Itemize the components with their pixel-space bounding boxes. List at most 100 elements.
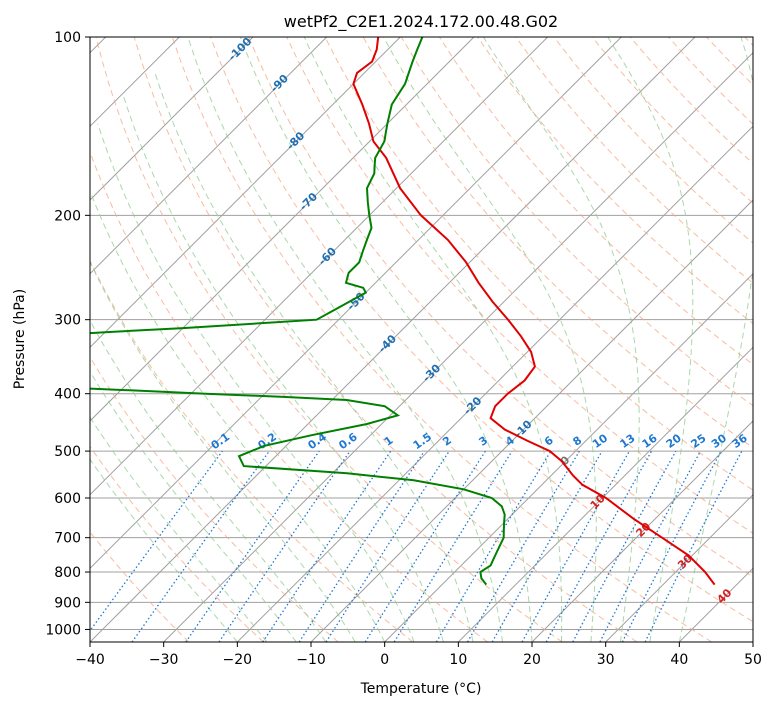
dry-adiabat — [515, 37, 753, 284]
x-axis-title: Temperature (°C) — [360, 681, 482, 697]
x-tick-label: −20 — [223, 652, 253, 668]
mixing-ratio-line — [466, 450, 580, 642]
x-tick-label: −30 — [149, 652, 179, 668]
mixing-ratio-line — [262, 450, 392, 642]
mixing-ratio-line — [572, 450, 677, 642]
plot-frame — [89, 36, 754, 643]
moist-adiabat — [607, 37, 694, 642]
moist-adiabat — [90, 260, 356, 642]
isotherm-line — [605, 493, 753, 642]
isotherm-line — [90, 37, 549, 496]
moist-adiabat — [383, 37, 597, 642]
y-tick-label: 500 — [54, 444, 81, 460]
mixing-ratio-line — [393, 450, 513, 642]
y-tick-label: 200 — [54, 208, 81, 224]
isotherm-line — [163, 51, 753, 642]
dry-adiabat — [90, 531, 190, 642]
moist-adiabat — [90, 416, 268, 642]
x-tick-label: −10 — [296, 652, 326, 668]
isotherm-label: -80 — [284, 129, 307, 152]
mixing-ratio-label: 25 — [688, 432, 708, 451]
y-tick-label: 900 — [54, 595, 81, 611]
mixing-ratio-line — [545, 450, 653, 642]
temperature-profile — [352, 37, 716, 586]
mixing-ratio-line — [364, 450, 486, 642]
mixing-ratio-label: 13 — [617, 432, 637, 451]
mixing-ratio-line — [131, 450, 270, 642]
mixing-ratio-line — [644, 450, 743, 642]
y-tick-label: 100 — [54, 30, 81, 46]
x-tick-label: 0 — [380, 652, 389, 668]
isotherm-line — [236, 125, 753, 642]
moist-adiabat — [90, 189, 386, 642]
isotherm-line — [310, 199, 753, 642]
isotherm-label: -20 — [461, 394, 484, 417]
mixing-ratio-label: 6 — [542, 434, 556, 449]
x-tick-label: 30 — [597, 652, 615, 668]
y-axis-title: Pressure (hPa) — [12, 289, 28, 389]
isotherm-line — [90, 37, 401, 349]
dry-adiabat — [133, 37, 638, 642]
y-tick-label: 800 — [54, 565, 81, 581]
y-tick-label: 1000 — [45, 622, 81, 638]
isotherm-line — [531, 420, 753, 642]
moist-adiabat — [122, 94, 445, 642]
mixing-ratio-line — [599, 450, 702, 642]
mixing-ratio-label: 8 — [571, 434, 585, 449]
dry-adiabat — [90, 259, 414, 642]
isotherm-line — [90, 37, 475, 422]
dry-adiabat — [286, 37, 753, 534]
mixing-ratio-line — [90, 450, 223, 632]
moist-adiabat — [154, 72, 474, 642]
mixing-ratio-line — [185, 450, 320, 642]
dry-adiabat — [171, 37, 712, 642]
moist-adiabat — [303, 37, 563, 642]
mixing-ratio-line — [521, 450, 631, 642]
y-tick-label: 700 — [54, 531, 81, 547]
dry-adiabat — [324, 37, 753, 491]
x-tick-label: 50 — [744, 652, 762, 668]
dry-adiabat — [744, 37, 753, 47]
mixing-ratio-label: 20 — [664, 431, 684, 451]
mixing-ratio-label: 0.1 — [209, 430, 232, 452]
mixing-ratio-line — [218, 450, 351, 642]
moist-adiabat — [187, 37, 503, 642]
x-tick-label: 10 — [449, 652, 467, 668]
chart-title: wetPf2_C2E1.2024.172.00.48.G02 — [284, 12, 558, 32]
mixing-ratio-line — [325, 450, 450, 642]
moist-adiabat — [482, 37, 640, 642]
dry-adiabat — [553, 37, 753, 244]
dry-adiabat — [95, 37, 563, 642]
dry-adiabat — [90, 356, 339, 642]
isotherm-label: -60 — [316, 245, 339, 268]
moist-adiabat — [90, 370, 297, 642]
dry-adiabat — [210, 37, 753, 623]
dry-adiabat — [668, 37, 753, 125]
isotherm-line — [90, 37, 328, 275]
mixing-ratio-label: 1 — [382, 434, 396, 449]
dry-adiabat — [90, 445, 264, 642]
x-tick-label: 20 — [523, 652, 541, 668]
plot-area: 0.1 0.2 0.4 0.6 1 1.5 2 3 4 6 8 10 13 16 20 25 30 36-100-… — [90, 37, 753, 642]
x-tick-label: −40 — [75, 652, 105, 668]
mixing-ratio-label: 3 — [477, 434, 491, 449]
isotherm-line — [752, 641, 753, 642]
x-tick-label: 40 — [670, 652, 688, 668]
isotherm-line — [90, 37, 696, 642]
y-tick-label: 400 — [54, 387, 81, 403]
moist-adiabat — [239, 37, 533, 642]
mixing-ratio-line — [298, 450, 425, 642]
isotherm-line — [457, 346, 753, 642]
y-tick-label: 300 — [54, 313, 81, 329]
axes: −40 −30 −20 −10 0 10 20 30 40 5010020030040050060… — [45, 30, 762, 668]
mixing-ratio-label: 16 — [640, 431, 660, 451]
y-tick-label: 600 — [54, 491, 81, 507]
moist-adiabat — [97, 123, 415, 642]
mixing-ratio-label: 2 — [440, 434, 454, 449]
isotherm-line — [90, 37, 622, 570]
dry-adiabat — [90, 150, 488, 642]
isotherm-line — [678, 567, 753, 642]
isotherm-line — [384, 272, 753, 642]
moist-adiabat — [678, 37, 753, 642]
